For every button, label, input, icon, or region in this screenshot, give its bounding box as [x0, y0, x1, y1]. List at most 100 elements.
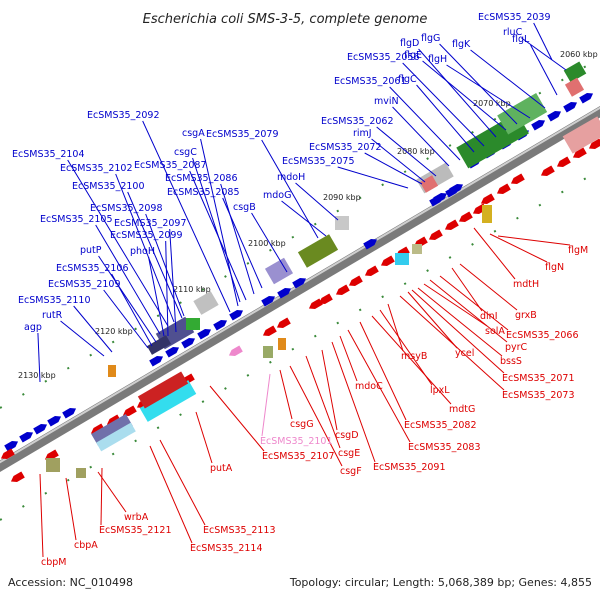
reverse-gene-label: lpxL: [430, 385, 450, 396]
forward-pointer-line: [422, 60, 507, 131]
forward-gene-label: EcSMS35_2098: [90, 203, 163, 214]
forward-pointer-line: [98, 255, 157, 343]
reverse-gene-arrow: [496, 183, 511, 195]
reverse-gene-label: cbpM: [41, 557, 66, 568]
reverse-gene-arrow: [335, 284, 350, 296]
forward-gene-arrow: [33, 423, 48, 435]
reverse-gene-label: csgE: [338, 448, 360, 459]
forward-gene-label: EcSMS35_2097: [114, 218, 187, 229]
feature-block: [146, 335, 172, 355]
reverse-gene-label: flgM: [568, 245, 588, 256]
forward-genes: [4, 92, 594, 452]
forward-pointer-line: [142, 120, 231, 313]
reverse-pointer-line: [359, 321, 407, 421]
forward-gene-arrow: [4, 440, 19, 452]
forward-gene-arrow: [531, 119, 546, 131]
pseudo-gene-arrow: [228, 345, 243, 357]
reverse-pointer-line: [279, 369, 293, 420]
feature-block: [263, 346, 273, 358]
feature-blocks: [46, 61, 600, 478]
reverse-pointer-line: [497, 235, 571, 246]
pseudo-gene-label: EcSMS35_2101: [260, 436, 333, 447]
tick-labels: 2060 kbp 2070 kbp 2080 kbp 2090 kbp 2100…: [18, 50, 598, 380]
forward-pointer-line: [371, 138, 426, 183]
reverse-pointer-line: [417, 287, 503, 357]
forward-pointer-line: [67, 159, 169, 327]
reverse-gene-label: EcSMS35_2082: [404, 420, 477, 431]
reverse-gene-label: EcSMS35_2083: [408, 442, 481, 453]
forward-gene-label: csgC: [174, 147, 197, 158]
reverse-pointer-line: [407, 291, 458, 349]
reverse-gene-arrow: [308, 298, 323, 310]
forward-gene-label: EcSMS35_2056: [347, 52, 420, 63]
forward-gene-arrow: [277, 287, 292, 299]
reverse-gene-label: putA: [210, 463, 233, 474]
reverse-pointer-line: [159, 439, 206, 526]
reverse-gene-label: EcSMS35_2091: [373, 462, 446, 473]
reverse-gene-arrow: [510, 173, 525, 185]
forward-gene-label: flgC: [398, 74, 417, 85]
feature-block: [497, 92, 548, 135]
feature-block: [563, 61, 587, 83]
feature-block: [264, 257, 294, 285]
forward-pointer-line: [402, 62, 485, 147]
reverse-pointer-line: [489, 233, 548, 263]
forward-gene-arrow: [62, 407, 77, 419]
forward-gene-arrow: [449, 183, 464, 195]
forward-gene-arrow: [47, 415, 62, 427]
reverse-gene-arrow: [556, 156, 571, 168]
tick-label: 2110 kbp: [173, 285, 211, 294]
forward-pointer-line: [521, 37, 567, 71]
forward-gene-label: rimJ: [353, 128, 372, 139]
forward-gene-label: flgH: [428, 54, 447, 65]
reverse-pointer-line: [371, 315, 452, 405]
tick-label: 2100 kbp: [248, 239, 286, 248]
forward-pointer-line: [145, 213, 185, 317]
feature-block: [46, 458, 60, 472]
forward-pointer-line: [418, 48, 497, 138]
reverse-gene-label: solA: [485, 326, 505, 337]
reverse-pointer-line: [411, 289, 505, 374]
feature-block: [419, 175, 439, 193]
forward-gene-arrow: [433, 192, 448, 204]
feature-block: [91, 413, 133, 447]
forward-pointer-line: [103, 289, 149, 349]
reverse-pointer-line: [209, 385, 265, 452]
forward-gene-label: EcSMS35_2104: [12, 149, 85, 160]
reverse-pointer-line: [459, 263, 518, 311]
reverse-gene-arrow: [44, 449, 59, 461]
forward-gene-label: EcSMS35_2072: [309, 142, 382, 153]
reverse-gene-arrow: [572, 147, 587, 159]
reverse-pointer-line: [195, 411, 213, 464]
reverse-pointer-line: [429, 279, 508, 343]
forward-gene-label: rluC: [503, 27, 523, 38]
reverse-pointer-line: [39, 473, 44, 558]
reverse-gene-label: flgN: [545, 262, 564, 273]
forward-gene-label: flgE: [404, 50, 422, 61]
tick-label: 2120 kbp: [95, 327, 133, 336]
forward-gene-label: rutR: [42, 310, 63, 321]
tick-label: 2060 kbp: [560, 50, 598, 59]
reverse-pointer-line: [321, 349, 338, 431]
forward-gene-label: EcSMS35_2079: [206, 129, 279, 140]
reverse-gene-label: EcSMS35_2113: [203, 525, 276, 536]
forward-pointer-line: [95, 224, 161, 335]
forward-pointer-line: [111, 273, 153, 347]
forward-pointer-line: [220, 183, 255, 295]
reverse-gene-label: cbpA: [74, 540, 98, 551]
forward-gene-label: EcSMS35_2110: [18, 295, 91, 306]
reverse-gene-label: wrbA: [124, 512, 149, 523]
forward-gene-label: EcSMS35_2092: [87, 110, 160, 121]
feature-block: [193, 291, 219, 315]
feature-block: [186, 318, 200, 330]
reverse-pointer-line: [331, 341, 376, 463]
forward-gene-label: EcSMS35_2087: [134, 160, 207, 171]
forward-gene-label: EcSMS35_2085: [167, 187, 240, 198]
forward-pointer-line: [60, 320, 105, 357]
forward-gene-arrow: [19, 431, 34, 443]
reverse-pointer-line: [65, 477, 77, 541]
forward-gene-label: EcSMS35_2099: [110, 230, 183, 241]
reverse-pointer-line: [289, 365, 343, 467]
